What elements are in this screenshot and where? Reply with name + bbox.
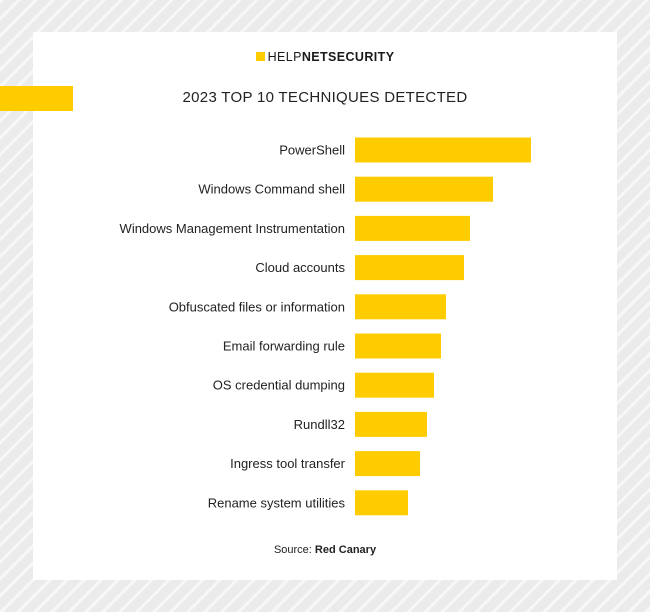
logo-part-net: NET: [301, 50, 329, 64]
category-label: Rundll32: [294, 417, 345, 432]
bar: [355, 176, 493, 202]
bar: [355, 372, 434, 398]
category-label: Cloud accounts: [255, 260, 345, 275]
source-prefix: Source:: [273, 544, 312, 556]
category-label: Ingress tool transfer: [230, 456, 346, 471]
bar: [355, 411, 427, 437]
source-note: Source: Red Canary: [0, 544, 650, 556]
bar: [355, 137, 531, 163]
bar: [355, 333, 441, 359]
category-label: PowerShell: [279, 143, 345, 158]
chart-card: [33, 32, 617, 580]
helpnetsecurity-logo: HELPNETSECURITY: [0, 50, 650, 64]
chart-title: 2023 TOP 10 TECHNIQUES DETECTED: [182, 89, 468, 106]
bar: [355, 451, 420, 477]
accent-bar: [0, 86, 73, 111]
category-label: Obfuscated files or information: [169, 299, 345, 314]
bar: [355, 490, 408, 516]
category-label: Windows Command shell: [198, 182, 345, 197]
logo-square-icon: [255, 52, 265, 61]
source-name: Red Canary: [314, 544, 377, 556]
bar: [355, 294, 446, 320]
category-label: Windows Management Instrumentation: [120, 221, 345, 236]
bar: [355, 255, 464, 281]
category-label: Rename system utilities: [208, 495, 346, 510]
logo-part-security: SECURITY: [328, 50, 395, 64]
logo-part-help: HELP: [267, 50, 302, 64]
bar: [355, 215, 470, 241]
category-label: Email forwarding rule: [223, 339, 345, 354]
category-label: OS credential dumping: [213, 378, 345, 393]
